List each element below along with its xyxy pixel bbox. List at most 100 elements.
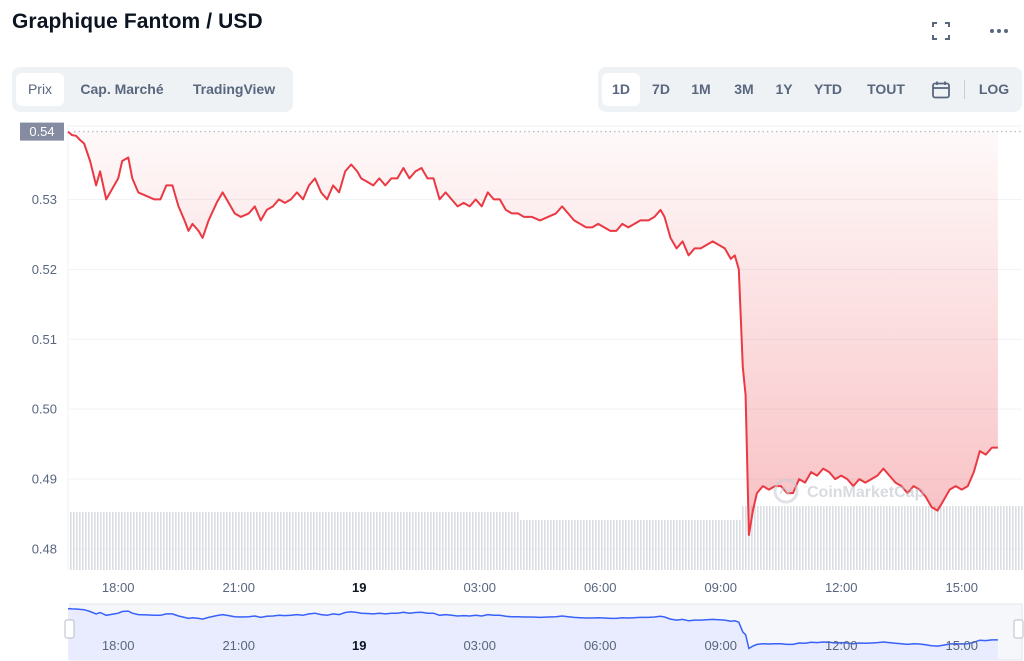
volume-bar <box>73 512 75 570</box>
volume-bar <box>757 506 759 570</box>
tab-tradingview[interactable]: TradingView <box>192 81 276 97</box>
open-price-label: 0.54 <box>29 124 54 139</box>
volume-bar <box>253 512 255 570</box>
expand-icon[interactable] <box>928 18 954 44</box>
x-tick-label: 15:00 <box>945 580 978 595</box>
volume-bar <box>610 520 612 570</box>
range-3m[interactable]: 3M <box>734 81 754 97</box>
volume-bar <box>439 512 441 570</box>
page-title: Graphique Fantom / USD <box>12 10 263 33</box>
navigator-line <box>67 607 998 650</box>
volume-bar <box>727 520 729 570</box>
x-tick-label: 09:00 <box>704 580 737 595</box>
volume-bar <box>649 520 651 570</box>
calendar-icon[interactable] <box>931 80 951 100</box>
x-tick-label: 19 <box>352 580 366 595</box>
volume-bar <box>190 512 192 570</box>
volume-bar <box>148 512 150 570</box>
volume-bar <box>766 506 768 570</box>
volume-bar <box>466 512 468 570</box>
volume-bar <box>427 512 429 570</box>
volume-bar <box>919 506 921 570</box>
volume-bar <box>601 520 603 570</box>
volume-bar <box>121 512 123 570</box>
range-7d[interactable]: 7D <box>652 81 670 97</box>
volume-bar <box>157 512 159 570</box>
volume-bar <box>823 506 825 570</box>
volume-bar <box>286 512 288 570</box>
volume-bar <box>565 520 567 570</box>
volume-bar <box>196 512 198 570</box>
volume-bar <box>703 520 705 570</box>
volume-bar <box>574 520 576 570</box>
volume-bar <box>469 512 471 570</box>
volume-bar <box>529 520 531 570</box>
volume-bar <box>667 520 669 570</box>
range-1m[interactable]: 1M <box>691 81 711 97</box>
volume-bar <box>259 512 261 570</box>
volume-bar <box>964 506 966 570</box>
range-1d[interactable]: 1D <box>602 73 640 106</box>
volume-bar <box>976 506 978 570</box>
volume-bar <box>694 520 696 570</box>
y-tick-label: 0.49 <box>32 472 57 487</box>
tab-price[interactable]: Prix <box>16 73 64 106</box>
volume-bar <box>844 506 846 570</box>
volume-bar <box>907 506 909 570</box>
range-ytd[interactable]: YTD <box>814 81 842 97</box>
volume-bar <box>586 520 588 570</box>
range-1y[interactable]: 1Y <box>775 81 793 97</box>
volume-bar <box>772 506 774 570</box>
volume-bar <box>448 512 450 570</box>
watermark-text: CoinMarketCap <box>807 484 925 501</box>
volume-bar <box>367 512 369 570</box>
volume-bar <box>361 512 363 570</box>
volume-bar <box>307 512 309 570</box>
volume-bar <box>82 512 84 570</box>
volume-bar <box>451 512 453 570</box>
range-all[interactable]: TOUT <box>867 81 905 97</box>
volume-bar <box>625 520 627 570</box>
coinmarketcap-logo-icon <box>773 478 799 504</box>
volume-bar <box>295 512 297 570</box>
volume-bar <box>877 506 879 570</box>
volume-bar <box>1015 506 1017 570</box>
navigator-handle-right[interactable] <box>1013 619 1024 639</box>
volume-bar <box>244 512 246 570</box>
volume-bar <box>484 512 486 570</box>
volume-bar <box>553 520 555 570</box>
price-line <box>67 130 998 536</box>
log-toggle[interactable]: LOG <box>978 81 1010 97</box>
tab-market-cap[interactable]: Cap. Marché <box>80 81 164 97</box>
navigator-tick-label: 18:00 <box>102 638 135 653</box>
volume-bar <box>382 512 384 570</box>
volume-bar <box>550 520 552 570</box>
volume-bar <box>559 520 561 570</box>
navigator-handle-left[interactable] <box>64 619 75 639</box>
volume-bar <box>487 512 489 570</box>
volume-bar <box>925 506 927 570</box>
volume-bar <box>355 512 357 570</box>
volume-bar <box>238 512 240 570</box>
volume-bar <box>787 506 789 570</box>
volume-bar <box>652 520 654 570</box>
volume-bar <box>139 512 141 570</box>
volume-bar <box>739 520 741 570</box>
divider <box>964 80 965 99</box>
volume-bar <box>724 520 726 570</box>
volume-bar <box>673 520 675 570</box>
volume-bar <box>97 512 99 570</box>
volume-bar <box>235 512 237 570</box>
volume-bar <box>589 520 591 570</box>
volume-bar <box>940 506 942 570</box>
volume-bar <box>577 520 579 570</box>
more-icon[interactable] <box>986 18 1012 44</box>
x-tick-label: 06:00 <box>584 580 617 595</box>
volume-bar <box>706 520 708 570</box>
navigator-tick-label: 19 <box>352 638 366 653</box>
volume-bar <box>334 512 336 570</box>
volume-bar <box>1000 506 1002 570</box>
volume-bar <box>256 512 258 570</box>
volume-bar <box>397 512 399 570</box>
volume-bar <box>745 506 747 570</box>
